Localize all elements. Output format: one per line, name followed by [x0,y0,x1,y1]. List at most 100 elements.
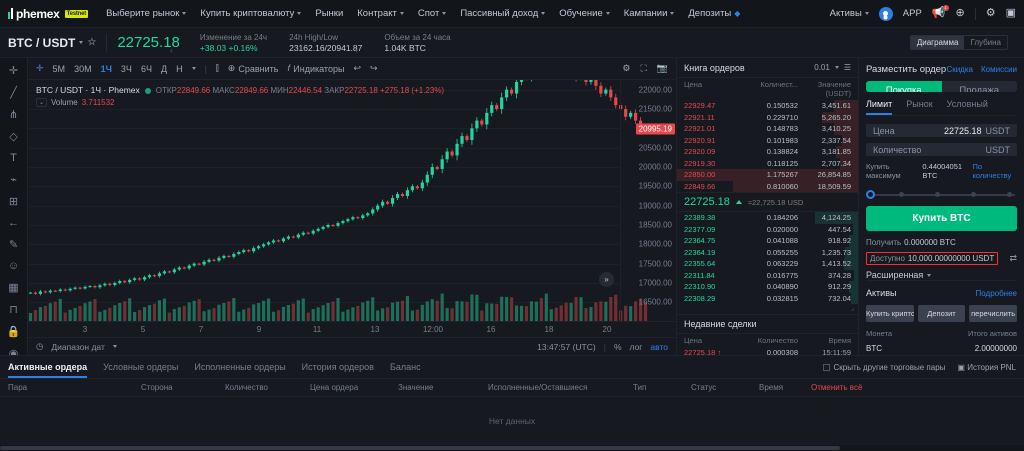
bid-row[interactable]: 22377.09 0.020000 447.54 [677,223,858,235]
fork-icon[interactable]: ⋔ [8,109,19,121]
nav-item-markets[interactable]: Рынки [315,8,343,19]
indicators-button[interactable]: 𝑓 Индикаторы [287,63,344,74]
submit-buy-button[interactable]: Купить BTC [866,206,1017,231]
toggle-chart[interactable]: Диаграмма [910,36,965,49]
bid-row[interactable]: 22364.75 0.041088 918.92 [677,235,858,247]
text-icon[interactable]: T [10,152,17,164]
discount-link[interactable]: Скидка [946,65,973,74]
brush-icon[interactable]: ✎ [8,239,19,251]
nav-item-assets[interactable]: Активы [830,8,869,19]
nav-item-app[interactable]: APP [903,8,922,19]
grouping-value[interactable]: 0.01 [814,63,830,72]
shapes-icon[interactable]: ◇ [9,131,18,143]
nav-item-markets-select[interactable]: Выберите рынок [106,8,187,19]
magnet-icon[interactable]: ⊓ [9,304,18,316]
gear-icon[interactable]: ⚙ [985,7,996,19]
bid-row[interactable]: 22311.84 0.016775 374.28 [677,269,858,281]
amount-slider[interactable] [866,189,1017,199]
chevron-down-icon[interactable] [834,66,839,69]
nav-item-contract[interactable]: Контракт [357,8,404,19]
nav-item-education[interactable]: Обучение [559,8,610,19]
slider-notch-75[interactable] [971,192,976,198]
screen-icon[interactable]: ▣ [1005,7,1016,19]
chevron-down-icon[interactable] [191,67,196,70]
date-range-label[interactable]: Диапазон дат [51,341,105,352]
bid-row[interactable]: 22308.29 0.032815 732.04 [677,292,858,304]
bid-row[interactable]: 22389.38 0.184206 4,124.25 [677,212,858,224]
emoji-icon[interactable]: ☺ [7,260,20,272]
bid-row[interactable]: 22355.64 0.063229 1,413.52 [677,258,858,270]
price-field[interactable]: Цена 22725.18 USDT [866,124,1017,138]
timeframe-1w[interactable]: Н [176,63,183,74]
slider-notch-25[interactable] [899,192,904,198]
avatar[interactable] [878,6,893,21]
phemex-logo[interactable]: phemex Testnet [8,7,89,21]
ask-row[interactable]: 22849.66 0.810060 18,509.59 [677,180,858,192]
megaphone-icon[interactable]: 📢 1 [931,5,949,19]
slider-notch-50[interactable] [935,192,940,198]
ask-row[interactable]: 22929.47 0.150532 3,451.61 [677,100,858,112]
timeframe-3h[interactable]: 3Ч [120,63,132,74]
resize-handle[interactable]: ⌟ [850,305,854,312]
pair-selector[interactable]: BTC / USDT ☆ [8,36,96,50]
deposit-button[interactable]: Депозит [917,305,966,322]
tab-active-orders[interactable]: Активные ордера [8,356,88,378]
nav-item-spot[interactable]: Спот [418,8,447,19]
arrow-left-icon[interactable]: ← [8,217,19,229]
timeframe-30m[interactable]: 30М [74,63,92,74]
candle-type-icon[interactable]: ⫿ [215,63,219,73]
scroll-left-icon[interactable]: ‹ [170,45,173,55]
nav-item-deposits[interactable]: Депозиты ◆ [688,8,740,19]
crosshair-icon[interactable]: ✛ [8,65,19,77]
timeframe-1d[interactable]: Д [160,63,168,74]
camera-icon[interactable]: 📷 [656,63,668,73]
pattern-icon[interactable]: ⌁ [10,174,17,186]
ask-row[interactable]: 22920.09 0.138824 3,181.85 [677,146,858,158]
cancel-all-button[interactable]: Отменить всё [811,383,863,392]
buy-crypto-button[interactable]: Купить крипто... [866,305,914,322]
timeframe-5m[interactable]: 5М [52,63,66,74]
collapse-icon[interactable]: ⌄ [36,98,48,107]
tab-conditional[interactable]: Условный [946,99,988,110]
eye-icon[interactable]: ◉ [8,348,19,360]
ask-row[interactable]: 22850.00 1.175267 26,854.85 [677,169,858,181]
scroll-right-icon[interactable]: › [355,45,358,55]
ruler-icon[interactable]: ⊞ [8,196,19,208]
clock-icon[interactable]: ◷ [36,341,44,351]
trendline-icon[interactable]: ╱ [10,87,17,99]
log-scale-button[interactable]: лог [629,341,643,352]
price-chart[interactable]: BTC / USDT · 1Ч · Phemex ОТКР22849.66 МА… [28,80,676,321]
tab-limit[interactable]: Лимит [866,99,893,116]
sell-tab[interactable]: Продажа [959,85,1000,93]
commission-link[interactable]: Комиссии [980,65,1017,74]
buy-tab[interactable]: Покупка [866,81,942,93]
tab-filled-orders[interactable]: Исполненные ордеры [194,362,286,372]
assets-details-link[interactable]: Подробнее [975,288,1018,298]
fullscreen-icon[interactable]: ⛶ [640,63,647,73]
crosshair-tool-icon[interactable]: ✛ [36,63,44,73]
tab-market[interactable]: Рынок [906,99,933,110]
tab-balance[interactable]: Баланс [389,362,421,372]
bid-row[interactable]: 22310.90 0.040890 912.29 [677,281,858,293]
nav-item-buy-crypto[interactable]: Купить криптовалюту [200,8,302,19]
scroll-to-latest-button[interactable]: » [599,272,614,287]
auto-scale-button[interactable]: авто [650,341,668,352]
bid-row[interactable]: 22364.19 0.055255 1,235.73 [677,246,858,258]
toggle-depth[interactable]: Глубина [970,38,1001,47]
settings-icon[interactable]: ⚙ [622,63,631,73]
favorite-icon[interactable]: ☆ [87,37,97,48]
nav-item-passive-income[interactable]: Пассивный доход [460,8,546,19]
pnl-history-button[interactable]: ▣ История PNL [957,363,1016,372]
hide-other-pairs-checkbox[interactable]: Скрыть другие торговые пары [823,363,945,372]
horizontal-scrollbar[interactable] [0,445,1024,451]
tab-conditional-orders[interactable]: Условные ордеры [103,362,179,372]
undo-icon[interactable]: ↩ [353,63,361,73]
time-axis[interactable]: 3 5 7 9 11 13 12:00 16 18 20 [28,321,676,337]
price-axis[interactable]: 22000.0021500.0021000.0020500.0020000.00… [620,80,676,321]
slider-notch-100[interactable] [1007,192,1012,198]
measure-icon[interactable]: ▦ [8,282,19,294]
globe-icon[interactable]: ⊕ [955,7,965,19]
slider-knob[interactable] [866,189,875,199]
timeframe-1h[interactable]: 1Ч [100,63,112,74]
lock-icon[interactable]: 🔒 [6,326,21,338]
